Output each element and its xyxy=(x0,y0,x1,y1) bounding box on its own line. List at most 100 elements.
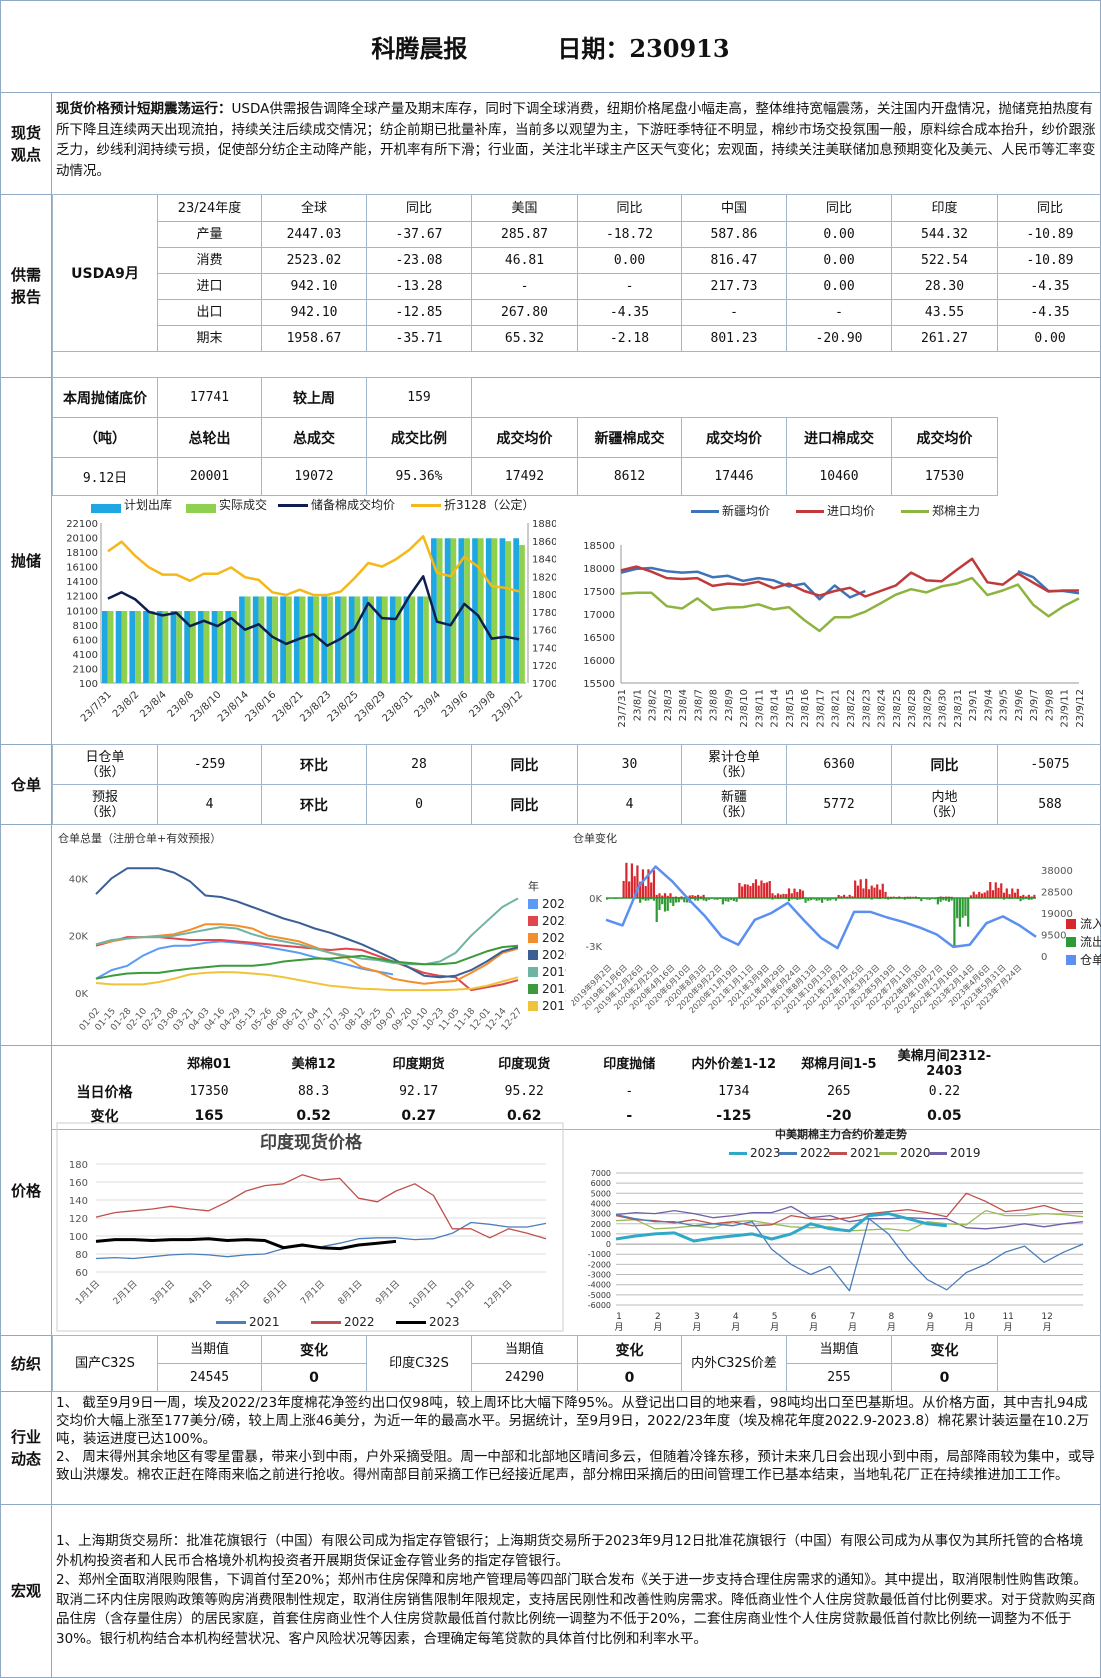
bar-inflow xyxy=(677,897,680,898)
bar-outflow xyxy=(925,898,928,900)
bar-planned xyxy=(184,611,191,683)
field-value: 28 xyxy=(366,744,472,785)
bar-outflow xyxy=(1019,898,1022,902)
bar-outflow xyxy=(909,898,912,899)
bar-inflow xyxy=(765,882,769,898)
legend-item-label: 储备棉成交均价 xyxy=(311,497,395,512)
x-tick-label-unit: 月 xyxy=(614,1322,623,1333)
bar-outflow xyxy=(696,898,700,901)
y-tick-right: 9500 xyxy=(1041,931,1066,942)
legend-item-swatch xyxy=(528,950,538,960)
bar-inflow xyxy=(650,882,653,898)
bar-inflow xyxy=(768,881,771,898)
x-tick-label-unit: 月 xyxy=(731,1322,740,1333)
bar-inflow xyxy=(914,896,917,898)
blank-cell xyxy=(997,1335,1101,1392)
reserve-auction-table: 本周抛储底价 17741 较上周 159 （吨） 总轮出 总成交 成交比例 成交均价 新疆棉成交成… xyxy=(52,377,998,496)
bar-inflow xyxy=(754,879,758,898)
column-header: 美国 xyxy=(471,194,578,222)
bar-outflow xyxy=(785,898,788,899)
legend-item-swatch xyxy=(729,1152,747,1155)
bar-outflow xyxy=(1027,898,1030,900)
legend-item-swatch xyxy=(879,1152,897,1155)
warehouse-receipt-table: 日仓单 （张） -259 环比 28 同比 30 累计仓单 （张） 6360 同比 -5075 预报… xyxy=(52,744,1101,825)
legend-item-swatch xyxy=(528,933,538,943)
section-label-industry: 行业 动态 xyxy=(1,1392,52,1504)
change-value: 0 xyxy=(891,1363,998,1392)
x-tick-label-unit: 月 xyxy=(809,1322,818,1333)
bar-planned xyxy=(417,596,424,683)
y-tick: 120 xyxy=(69,1214,88,1225)
bar-planned xyxy=(444,538,451,683)
bar-outflow xyxy=(658,898,661,911)
y-tick: 15500 xyxy=(583,679,615,690)
bar-inflow xyxy=(771,893,774,898)
bar-planned xyxy=(143,611,149,683)
floor-price-label: 本周抛储底价 xyxy=(52,377,158,418)
y-tick: 0K xyxy=(75,989,88,1000)
table-cell: - xyxy=(625,1084,634,1099)
bar-inflow xyxy=(796,891,799,898)
row-header: 消费 xyxy=(157,247,262,274)
table-cell: -10.89 xyxy=(997,247,1101,274)
legend-item-swatch xyxy=(691,510,719,513)
bar-outflow xyxy=(945,898,948,901)
legend-item-label: 仓单 xyxy=(1080,953,1101,967)
x-tick-label: 23/9/6 xyxy=(1014,689,1025,721)
line-year-2019 xyxy=(615,1205,1084,1230)
table-row: 期末 1958.67 -35.71 65.32 -2.18 801.23 -20.90 261… xyxy=(53,325,1101,352)
legend-item-label: 2019 xyxy=(950,1146,981,1160)
bar-planned xyxy=(403,596,410,683)
table-cell: 0.00 xyxy=(786,273,892,300)
bar-actual xyxy=(450,538,457,683)
bar-planned xyxy=(362,596,369,683)
field-value: 0 xyxy=(366,784,472,825)
price-table: 郑棉01 美棉12 印度期货 印度现货 印度抛储 内外价差1-12 郑棉月间1-5 美棉月间2… xyxy=(52,1045,1101,1130)
x-tick-label: 4 xyxy=(733,1312,739,1322)
legend-item-label: 折3128（公定） xyxy=(444,497,535,512)
y-tick: 18000 xyxy=(583,564,615,575)
textile-table: 国产C32S 当期值 变化 印度C32S 当期值 变化 内外C32S价差 当期值 变化 24545… xyxy=(52,1335,1101,1392)
warehouse-chart-section: 仓单总量（注册仓单+有效预报） 0K 20K 40K 年2023 2022 2021 2020… xyxy=(0,825,1101,1046)
table-row: 变化 165 0.52 0.27 0.62 - -125 -20 0.05 xyxy=(52,1104,1101,1129)
legend-item-swatch xyxy=(91,504,121,513)
section-label-empty xyxy=(1,825,52,1045)
floor-price-value: 17741 xyxy=(157,377,262,418)
industry-news-section: 行业 动态 1、 截至9月9日一周，埃及2022/23年度棉花净签约出口仅98吨… xyxy=(0,1392,1101,1505)
industry-news-item-1: 1、 截至9月9日一周，埃及2022/23年度棉花净签约出口仅98吨，较上周环比… xyxy=(56,1395,1090,1447)
bar-outflow xyxy=(669,898,672,903)
table-cell: -4.35 xyxy=(577,299,682,326)
x-tick-label: 7 xyxy=(850,1312,856,1322)
legend-item-label: 实际成交 xyxy=(219,497,267,512)
table-cell: 801.23 xyxy=(681,325,787,352)
column-header: 美棉12 xyxy=(291,1056,336,1072)
bar-outflow xyxy=(650,898,653,900)
bar-outflow xyxy=(611,898,614,899)
y-tick-right: 17400 xyxy=(532,643,556,654)
bar-actual xyxy=(203,611,210,683)
line-zce xyxy=(620,576,1080,633)
x-tick-label: 23/9/5 xyxy=(999,689,1010,721)
bar-actual xyxy=(121,611,128,683)
table-cell: 1958.67 xyxy=(261,325,367,352)
bar-outflow xyxy=(1022,898,1025,900)
table-cell: 95.22 xyxy=(504,1084,544,1099)
bar-outflow xyxy=(961,898,964,918)
column-header: 全球 xyxy=(261,194,367,222)
bar-outflow xyxy=(774,898,777,899)
row-header: 变化 xyxy=(90,1109,119,1126)
textile-item-name: 印度C32S xyxy=(366,1335,472,1392)
bar-outflow xyxy=(917,898,920,899)
chart-title: 中美期棉主力合约价差走势 xyxy=(775,1127,907,1141)
bar-outflow xyxy=(771,898,774,900)
bar-outflow xyxy=(608,898,611,899)
field-value: 5772 xyxy=(786,784,892,825)
bar-outflow xyxy=(798,898,802,900)
bar-inflow xyxy=(625,862,628,898)
row-header: 当日价格 xyxy=(76,1084,133,1101)
table-cell: 0.27 xyxy=(401,1108,436,1125)
bar-outflow xyxy=(956,898,959,919)
bar-outflow xyxy=(1005,898,1008,899)
bar-inflow xyxy=(782,893,785,898)
bar-outflow xyxy=(876,898,879,899)
